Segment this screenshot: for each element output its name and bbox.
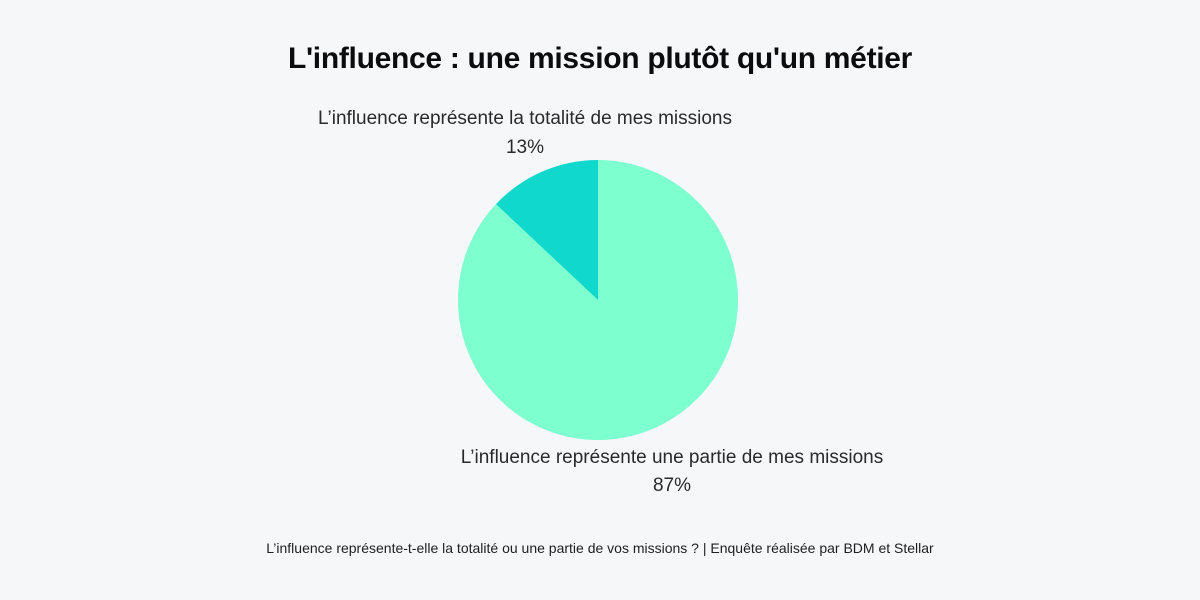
slice-value-2: 13% <box>506 137 544 158</box>
chart-title: L'influence : une mission plutôt qu'un m… <box>287 42 913 75</box>
slice-label-2: L’influence représente la totalité de me… <box>318 108 732 129</box>
pie-labels: L’influence représente une partie de mes… <box>318 108 883 496</box>
slice-label-1: L’influence représente une partie de mes… <box>461 447 883 468</box>
slice-value-1: 87% <box>653 475 691 496</box>
pie-slice-2 <box>495 160 598 300</box>
pie-slices <box>457 160 738 440</box>
chart-caption: L’influence représente-t-elle la totalit… <box>266 540 934 556</box>
